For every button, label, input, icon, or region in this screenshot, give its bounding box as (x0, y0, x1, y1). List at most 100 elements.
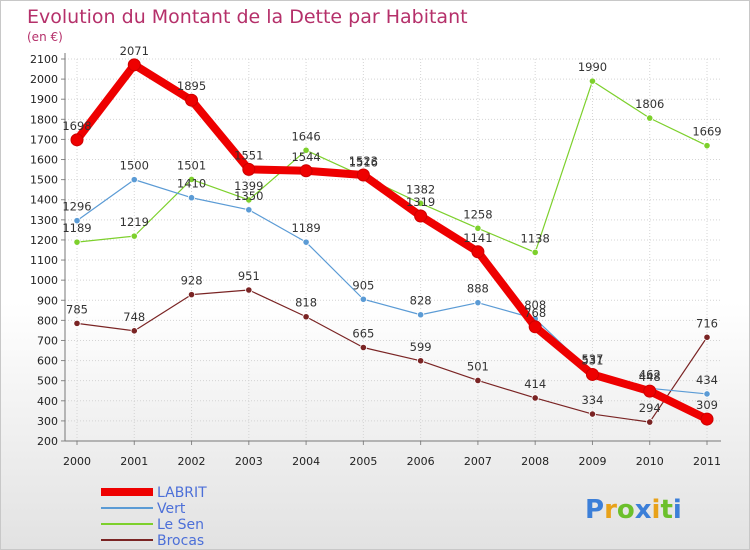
x-tick-label: 2009 (578, 455, 606, 468)
data-label: 1219 (120, 215, 149, 229)
y-tick-label: 900 (37, 294, 58, 307)
data-point (703, 142, 711, 150)
data-point (130, 176, 138, 184)
y-tick-label: 1900 (30, 93, 58, 106)
data-label: 905 (352, 278, 374, 292)
series-line-brocas (76, 289, 708, 423)
data-label: 1296 (62, 200, 91, 214)
data-label: 1895 (177, 79, 206, 93)
data-label: 1138 (521, 231, 550, 245)
grid (65, 58, 721, 442)
data-label: 1646 (291, 129, 320, 143)
y-tick-label: 1800 (30, 113, 58, 126)
data-label: 1500 (120, 159, 149, 173)
data-point (359, 295, 367, 303)
x-tick-label: 2010 (636, 455, 664, 468)
data-point (643, 384, 657, 398)
data-point (471, 245, 485, 259)
x-tick-label: 2000 (63, 455, 91, 468)
data-label: 1669 (692, 125, 721, 139)
data-point (417, 199, 425, 207)
data-point (588, 77, 597, 85)
x-tick-label: 2007 (464, 455, 492, 468)
data-label: 1382 (406, 182, 435, 196)
y-tick-label: 300 (37, 415, 58, 428)
legend-label: Vert (157, 501, 186, 517)
legend-label: Brocas (157, 533, 204, 549)
data-point (474, 376, 482, 385)
data-label: 818 (295, 296, 317, 310)
data-point (242, 162, 256, 176)
y-tick-label: 1100 (30, 254, 58, 267)
proxiti-logo: Proxiti (585, 495, 682, 525)
data-label: 462 (639, 367, 661, 381)
y-tick-label: 2000 (30, 73, 58, 86)
data-point (703, 333, 711, 341)
data-label: 309 (696, 398, 718, 412)
data-label: 748 (123, 310, 145, 324)
data-point (585, 367, 599, 381)
axes: 200 300 400 500 600 700 800 900 1000 1100 1200 1300… (30, 53, 721, 468)
chart-title: Evolution du Montant de la Dette par Hab… (27, 6, 468, 28)
data-label: 1141 (463, 231, 492, 245)
x-tick-label: 2008 (521, 455, 549, 468)
y-tick-label: 200 (37, 435, 58, 448)
data-label: 1501 (177, 158, 206, 172)
data-label: 1806 (635, 97, 664, 111)
data-point (703, 390, 711, 398)
data-label: 888 (467, 282, 489, 296)
series-line-vert (76, 179, 708, 395)
data-label: 1319 (406, 195, 435, 209)
data-label: 448 (639, 370, 661, 384)
x-tick-label: 2003 (235, 455, 263, 468)
data-label: 537 (581, 352, 603, 366)
data-point (700, 412, 714, 426)
data-point (646, 418, 654, 426)
series-line-labrit (73, 60, 709, 423)
data-label: 414 (524, 377, 546, 391)
data-label: 1350 (234, 189, 263, 203)
data-point (185, 93, 199, 107)
data-label: 501 (467, 359, 489, 373)
data-label: 665 (352, 327, 374, 341)
data-point (245, 196, 253, 204)
data-point (245, 206, 253, 214)
data-point (474, 299, 482, 307)
data-label: 434 (696, 373, 718, 387)
data-point (70, 133, 84, 147)
y-tick-label: 1000 (30, 274, 58, 287)
data-label: 1189 (291, 221, 320, 235)
y-tick-label: 400 (37, 395, 58, 408)
y-tick-label: 1700 (30, 133, 58, 146)
data-label: 716 (696, 316, 718, 330)
data-point (299, 164, 313, 178)
data-point (356, 168, 370, 182)
data-label: 1551 (234, 148, 263, 162)
data-point (531, 394, 539, 402)
data-label: 531 (581, 353, 603, 367)
data-label: 808 (524, 298, 546, 312)
data-label: 951 (238, 269, 260, 283)
data-point (417, 311, 425, 319)
data-label: 928 (181, 274, 203, 288)
data-label: 768 (524, 306, 546, 320)
data-point (130, 232, 138, 240)
y-tick-label: 1300 (30, 214, 58, 227)
chart-subtitle: (en €) (27, 30, 63, 44)
data-point (73, 238, 81, 246)
data-label: 1698 (62, 119, 91, 133)
legend-label: Le Sen (157, 517, 204, 533)
y-tick-label: 1400 (30, 194, 58, 207)
data-point (646, 114, 654, 122)
data-point (302, 313, 310, 321)
y-tick-label: 700 (37, 334, 58, 347)
x-tick-label: 2004 (292, 455, 320, 468)
data-point (73, 319, 81, 327)
data-point (359, 343, 367, 352)
proxiti-logo-text: Proxiti (585, 495, 682, 525)
y-tick-label: 1600 (30, 154, 58, 167)
data-label: 1258 (463, 207, 492, 221)
x-tick-label: 2002 (178, 455, 206, 468)
